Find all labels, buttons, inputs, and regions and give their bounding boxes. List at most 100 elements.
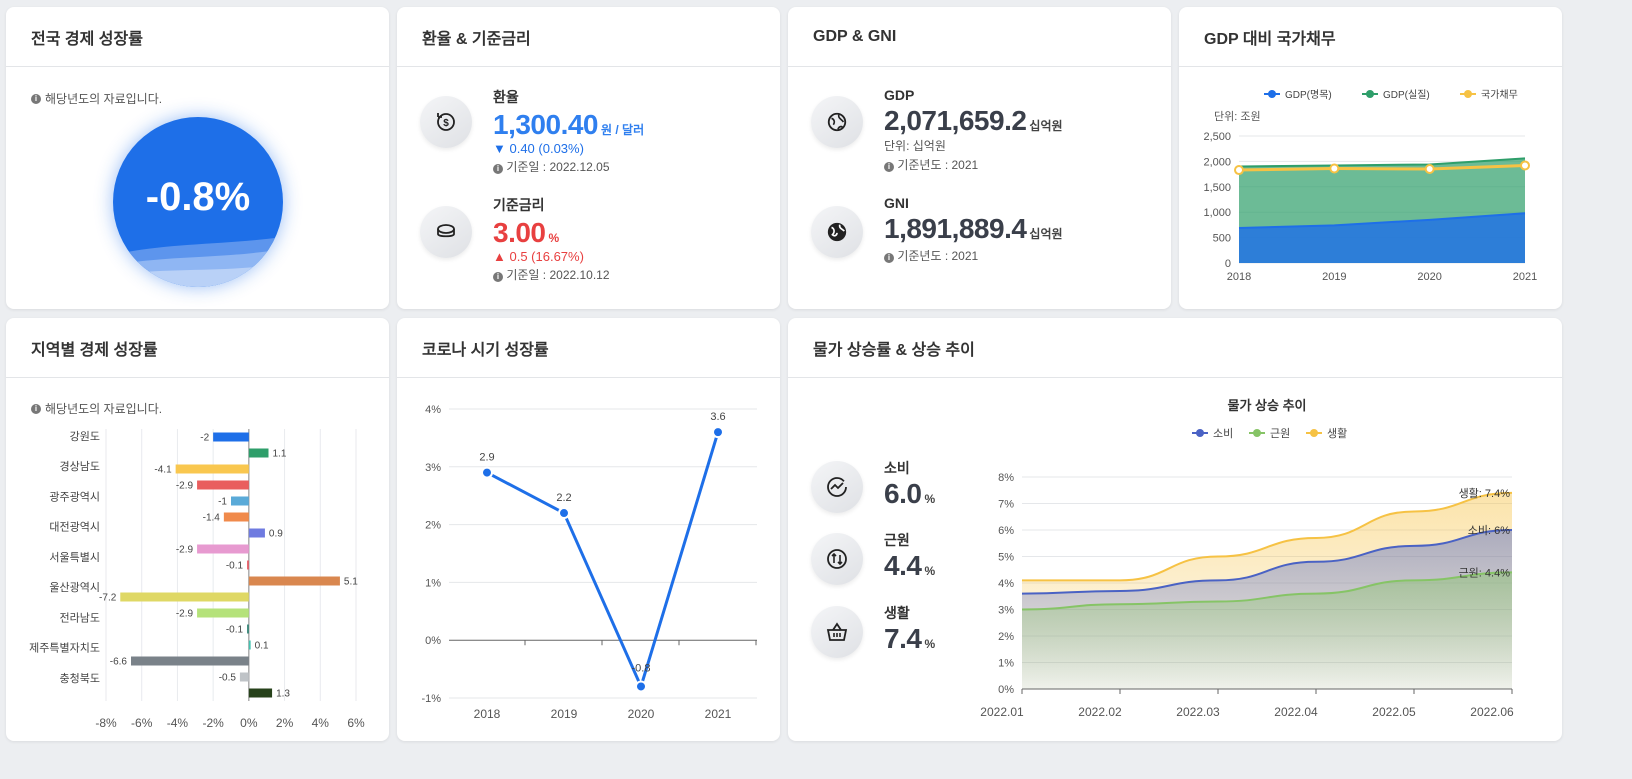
legend-marker-dot — [1366, 90, 1374, 98]
bar-value-label: -0.5 — [219, 673, 237, 684]
regional-chart: -8% -6% -4% -2% 0% 2% 4% 6% -2 1.1 -4.1 -2.9 -1 -1.4 0… — [29, 429, 365, 730]
y-tick-label: 8% — [998, 472, 1014, 484]
card-title: 지역별 경제 성장률 — [6, 318, 389, 378]
x-tick-label: 2020 — [628, 707, 655, 721]
globe-solid-icon — [811, 206, 863, 258]
y-tick-label: 2% — [998, 631, 1014, 643]
growth-point — [712, 426, 724, 439]
card-title: 전국 경제 성장률 — [6, 7, 389, 67]
x-tick-label: 2022.02 — [1078, 705, 1122, 719]
y-tick-label: 2,500 — [1203, 131, 1231, 143]
bar-value-label: -2.9 — [176, 545, 194, 556]
bar-value-label: 5.1 — [344, 577, 358, 588]
bar-value-label: 0.9 — [269, 529, 283, 540]
legend-marker-dot — [1310, 429, 1318, 437]
x-tick-label: 2% — [276, 716, 294, 730]
regional-growth-card: 지역별 경제 성장률 i 해당년도의 자료입니다. -8% -6% -4% -2% 0%… — [6, 318, 389, 741]
region-bar — [239, 672, 249, 682]
region-bar — [175, 464, 249, 474]
x-tick-label: 2019 — [551, 707, 578, 721]
x-tick-label: 2022.06 — [1470, 705, 1514, 719]
region-label: 대전광역시 — [49, 521, 100, 534]
growth-gauge: -0.8% — [113, 117, 283, 287]
growth-value-label: 2.2 — [556, 492, 571, 504]
region-label: 울산광역시 — [49, 581, 100, 594]
x-tick-label: 2018 — [474, 707, 501, 721]
growth-point — [635, 680, 647, 693]
exchange-label: 환율 — [493, 89, 519, 105]
bar-value-label: -7.2 — [99, 593, 117, 604]
card-title: 물가 상승률 & 상승 추이 — [788, 318, 1562, 378]
info-icon: i — [884, 162, 894, 172]
debt-card: GDP 대비 국가채무 GDP(명목) GDP(실질) 국가채무 단위: 조원 0 500… — [1179, 7, 1562, 309]
y-tick-label: 1,000 — [1203, 207, 1231, 219]
rate-change: ▲ 0.5 (16.67%) — [493, 249, 584, 264]
region-label: 강원도 — [70, 430, 100, 443]
growth-value-label: 3.6 — [710, 411, 725, 423]
exchange-unit: 원 / 달러 — [601, 123, 645, 137]
card-title: 코로나 시기 성장률 — [397, 318, 780, 378]
x-tick-label: 4% — [312, 716, 330, 730]
price-line-2 — [1021, 491, 1513, 582]
line-gdp-real — [1238, 157, 1526, 168]
corona-growth-card: 코로나 시기 성장률 -1% 0% 1% 2% 3% 4% 2.9 2.2 -0.8 3.6 201… — [397, 318, 780, 741]
growth-line — [486, 431, 720, 691]
globe-outline-icon — [811, 96, 863, 148]
area-gdp-nominal — [1239, 213, 1525, 263]
legend-marker-dot — [1253, 429, 1261, 437]
region-bar — [197, 544, 249, 554]
y-tick-label: 6% — [998, 525, 1014, 537]
x-tick-label: 2018 — [1227, 271, 1251, 283]
series-end-label: 생활: 7.4% — [1459, 486, 1511, 500]
gdp-unit-note: 단위: 십억원 — [884, 139, 946, 153]
trend-chart-icon — [811, 461, 863, 513]
x-tick-label: 2022.05 — [1372, 705, 1416, 719]
exchange-date: 기준일 : 2022.12.05 — [506, 160, 610, 174]
fx-rate-card: 환율 & 기준금리 $ 환율 1,300.40 원 / 달러 ▼ 0.40 (0.… — [397, 7, 780, 309]
card-title: 환율 & 기준금리 — [397, 7, 780, 67]
y-tick-label: -1% — [421, 693, 441, 705]
legend-label: GDP(명목) — [1285, 89, 1332, 101]
gdp-unit: 십억원 — [1029, 119, 1063, 133]
region-label: 광주광역시 — [49, 490, 100, 503]
x-tick-label: 2019 — [1322, 271, 1346, 283]
gni-unit: 십억원 — [1029, 227, 1063, 241]
line-gdp-nominal — [1238, 212, 1526, 229]
growth-point — [558, 507, 570, 520]
line-national-debt — [1238, 163, 1526, 172]
x-tick-label: 2020 — [1417, 271, 1441, 283]
legend-marker-dot — [1464, 90, 1472, 98]
region-bar — [197, 480, 249, 490]
wave-graphic — [113, 237, 283, 287]
series-end-label: 소비: 6% — [1468, 524, 1510, 537]
bar-value-label: -2 — [200, 433, 209, 444]
x-tick-label: -2% — [202, 716, 224, 730]
growth-value: -0.8% — [145, 175, 251, 219]
y-tick-label: 4% — [998, 578, 1014, 590]
price-item-unit: % — [924, 564, 936, 578]
info-icon: i — [493, 272, 503, 282]
price-area-1 — [1022, 572, 1512, 689]
price-line-0 — [1021, 529, 1513, 595]
bar-value-label: 1.3 — [276, 689, 290, 700]
region-label: 경상남도 — [60, 460, 100, 473]
region-bar — [248, 576, 340, 586]
info-icon: i — [31, 403, 41, 414]
series-end-label: 근원: 4.4% — [1459, 566, 1511, 579]
rate-date: 기준일 : 2022.10.12 — [506, 268, 610, 282]
gni-year: 기준년도 : 2021 — [897, 249, 979, 263]
region-bar — [120, 592, 249, 602]
region-label: 제주특별자치도 — [29, 642, 100, 655]
price-item-value: 7.4 — [884, 623, 922, 654]
debt-point — [1329, 163, 1340, 174]
region-label: 충청북도 — [60, 672, 100, 685]
y-tick-label: 2% — [425, 520, 441, 532]
gdp-value: 2,071,659.2 — [884, 105, 1027, 136]
debt-point — [1520, 160, 1530, 171]
bar-value-label: -1 — [218, 497, 227, 508]
region-bar — [197, 608, 249, 618]
coin-stack-icon — [420, 206, 472, 258]
legend-label: 근원 — [1270, 427, 1290, 440]
info-icon: i — [884, 253, 894, 263]
debt-point — [1234, 165, 1244, 176]
